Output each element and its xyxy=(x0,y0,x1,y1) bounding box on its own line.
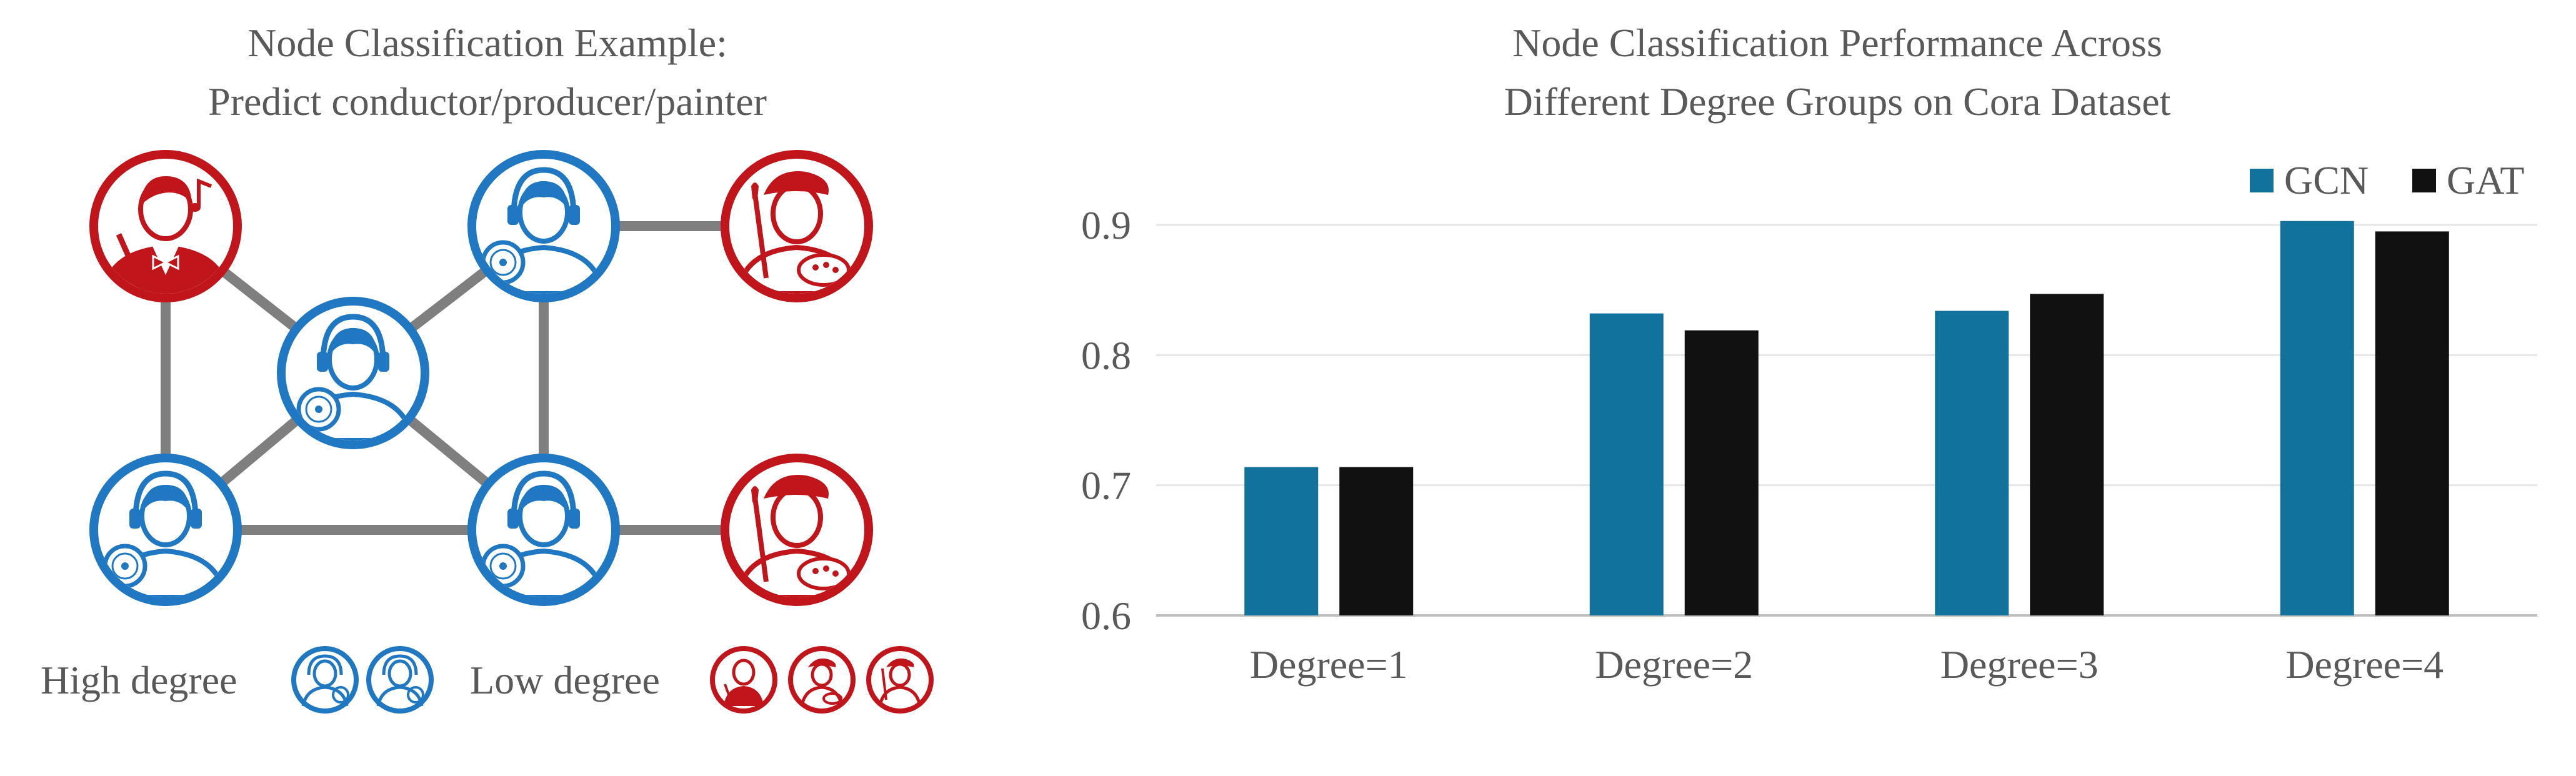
y-tick-label: 0.6 xyxy=(1081,594,1131,638)
chart-title-line1: Node Classification Performance Across xyxy=(1512,21,2162,65)
bar-chart: Node Classification Performance Across D… xyxy=(1081,21,2537,687)
legend-producer-icon xyxy=(291,646,359,714)
node-producer-top xyxy=(467,150,620,302)
left-title-line2: Predict conductor/producer/painter xyxy=(208,79,767,124)
legend-label-gcn: GCN xyxy=(2284,158,2369,202)
bar-gcn-3 xyxy=(1935,311,2009,615)
x-tick-label: Degree=4 xyxy=(2285,642,2444,687)
x-tick-label: Degree=2 xyxy=(1595,642,1753,687)
legend-high-degree-label: High degree xyxy=(41,658,237,702)
legend-swatch-gat xyxy=(2412,169,2436,192)
bar-gat-2 xyxy=(1684,330,1759,615)
legend-painter-icon xyxy=(866,646,934,714)
bar-gat-3 xyxy=(2030,294,2104,616)
legend-label-gat: GAT xyxy=(2447,158,2524,202)
graph-diagram: Node Classification Example: Predict con… xyxy=(41,21,934,714)
y-tick-label: 0.7 xyxy=(1081,464,1131,508)
legend-producer-icon xyxy=(366,646,434,714)
graph-edges xyxy=(161,221,802,535)
node-conductor xyxy=(89,150,242,302)
y-tick-label: 0.9 xyxy=(1081,203,1131,247)
node-classification-example: Node Classification Example: Predict con… xyxy=(0,0,975,776)
node-producer-bottom-mid xyxy=(467,454,620,606)
degree-performance-chart: Node Classification Performance Across D… xyxy=(1025,0,2576,776)
y-tick-label: 0.8 xyxy=(1081,333,1131,377)
bar-gcn-4 xyxy=(2280,221,2354,615)
node-producer-center xyxy=(277,297,429,449)
chart-title-line2: Different Degree Groups on Cora Dataset xyxy=(1504,79,2171,124)
left-title-line1: Node Classification Example: xyxy=(247,21,727,65)
node-painter-bottom xyxy=(721,454,873,606)
x-axis-ticks: Degree=1 Degree=2 Degree=3 Degree=4 xyxy=(1250,642,2444,687)
node-producer-bottom-left xyxy=(89,454,242,606)
x-tick-label: Degree=3 xyxy=(1940,642,2099,687)
legend-swatch-gcn xyxy=(2250,169,2274,192)
bar-gat-1 xyxy=(1339,467,1414,615)
producer-icon xyxy=(291,314,416,440)
bar-gcn-1 xyxy=(1244,467,1319,615)
x-tick-label: Degree=1 xyxy=(1250,642,1408,687)
legend-painter-icon xyxy=(788,646,856,714)
legend-low-degree-label: Low degree xyxy=(470,658,660,702)
chart-legend: GCN GAT xyxy=(2250,158,2524,202)
legend-conductor-icon xyxy=(710,646,777,714)
node-painter-top xyxy=(721,150,873,302)
producer-icon xyxy=(481,470,606,597)
producer-icon xyxy=(102,470,228,597)
bar-gat-4 xyxy=(2375,231,2449,616)
bars xyxy=(1244,221,2449,616)
bar-gcn-2 xyxy=(1589,313,1664,615)
y-axis-ticks: 0.6 0.7 0.8 0.9 xyxy=(1081,203,1131,638)
conductor-icon xyxy=(102,176,229,294)
